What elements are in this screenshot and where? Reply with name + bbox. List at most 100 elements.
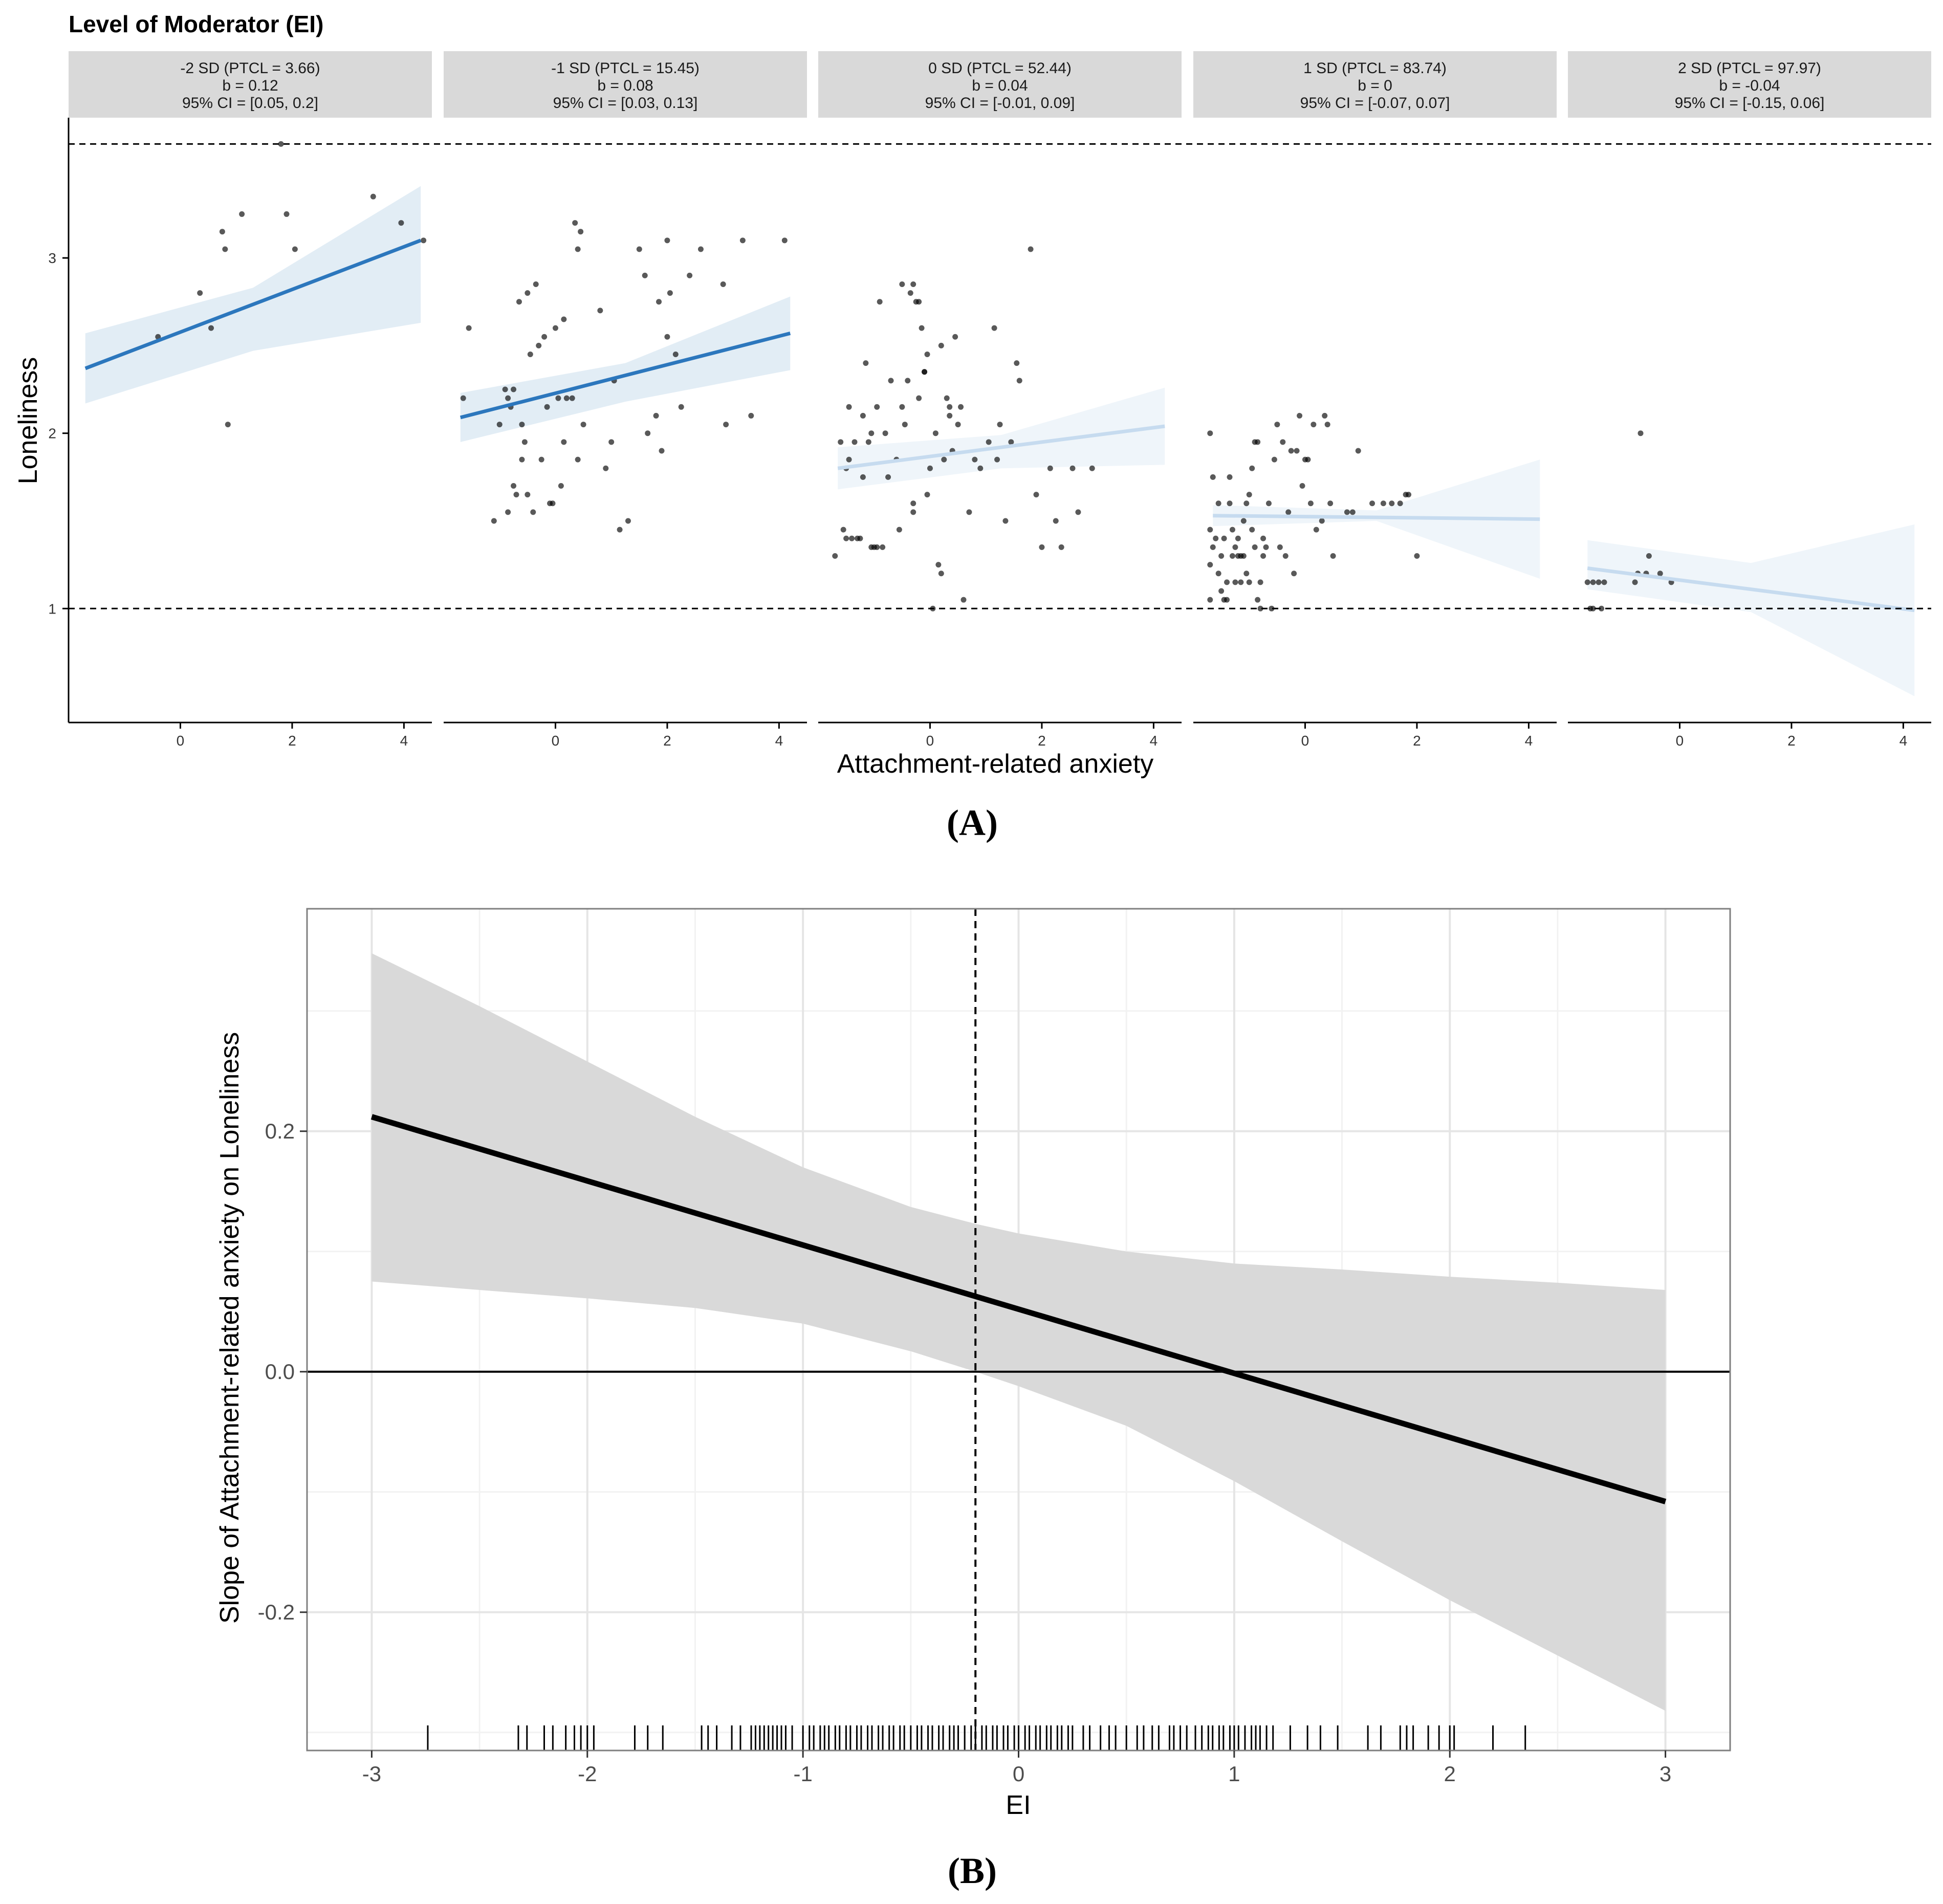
data-point bbox=[398, 220, 404, 226]
data-point bbox=[1599, 605, 1605, 611]
data-point bbox=[781, 237, 788, 244]
facet-header-box bbox=[1193, 51, 1557, 118]
data-point bbox=[958, 404, 964, 410]
data-point bbox=[1252, 544, 1258, 550]
x-tick-label: -2 bbox=[578, 1762, 597, 1786]
data-point bbox=[1657, 571, 1663, 577]
panel-a: Level of Moderator (EI) -2 SD (PTCL = 3.… bbox=[13, 11, 1931, 843]
data-point bbox=[1601, 579, 1607, 585]
data-point bbox=[550, 500, 556, 507]
data-point bbox=[563, 395, 570, 401]
regression-line bbox=[1213, 514, 1540, 521]
axis-ticks: -3 -2 -1 0 1 2 3 -0.2 0.0 0.2 bbox=[258, 1119, 1672, 1786]
data-point bbox=[466, 325, 472, 331]
data-point bbox=[603, 465, 609, 471]
data-point bbox=[846, 456, 852, 463]
panel-a-caption: (A) bbox=[947, 802, 998, 843]
facet-header-line: 1 SD (PTCL = 83.74) bbox=[1303, 60, 1447, 77]
data-point bbox=[955, 422, 961, 428]
data-point bbox=[1282, 553, 1289, 559]
data-point bbox=[1069, 465, 1076, 471]
data-point bbox=[219, 229, 225, 235]
data-point bbox=[832, 553, 838, 559]
data-point bbox=[656, 299, 662, 305]
data-point bbox=[527, 352, 533, 358]
data-point bbox=[960, 597, 967, 603]
data-point bbox=[555, 395, 561, 401]
data-point bbox=[239, 211, 245, 217]
data-point bbox=[1243, 500, 1250, 507]
data-point bbox=[1255, 439, 1261, 445]
data-point bbox=[536, 342, 542, 348]
data-point bbox=[513, 492, 519, 498]
data-point bbox=[924, 492, 930, 498]
data-point bbox=[1249, 465, 1255, 471]
y-tick-label: 0.2 bbox=[265, 1119, 295, 1143]
data-point bbox=[496, 422, 503, 428]
data-point bbox=[932, 430, 938, 436]
facet-header-line: -2 SD (PTCL = 3.66) bbox=[180, 60, 320, 77]
data-point bbox=[1322, 412, 1328, 419]
data-point bbox=[723, 422, 729, 428]
data-point bbox=[1380, 500, 1386, 507]
data-point bbox=[519, 456, 525, 463]
data-point bbox=[885, 474, 891, 480]
x-tick-label: 0 bbox=[1676, 733, 1684, 749]
data-point bbox=[1008, 439, 1014, 445]
data-point bbox=[541, 334, 548, 340]
data-point bbox=[516, 299, 522, 305]
data-point bbox=[905, 378, 911, 384]
data-point bbox=[1632, 579, 1638, 585]
data-point bbox=[1596, 579, 1602, 585]
data-point bbox=[1269, 605, 1275, 611]
data-point bbox=[625, 518, 631, 524]
data-point bbox=[952, 334, 958, 340]
data-point bbox=[1260, 553, 1267, 559]
data-point bbox=[653, 412, 659, 419]
data-point bbox=[902, 422, 908, 428]
data-point bbox=[1232, 544, 1238, 550]
reference-lines bbox=[69, 143, 1931, 609]
data-point bbox=[910, 500, 916, 507]
data-point bbox=[1249, 527, 1255, 533]
data-point bbox=[208, 325, 214, 331]
data-point bbox=[1257, 579, 1263, 585]
data-point bbox=[860, 412, 866, 419]
facet-header-line: b = 0.12 bbox=[222, 77, 278, 94]
data-point bbox=[511, 386, 517, 392]
x-tick-label: 1 bbox=[1228, 1762, 1240, 1786]
x-tick-label: 0 bbox=[926, 733, 934, 749]
x-tick-label: 0 bbox=[1301, 733, 1309, 749]
data-point bbox=[197, 290, 203, 296]
data-point bbox=[1243, 571, 1250, 577]
data-point bbox=[877, 299, 883, 305]
x-tick-label: 0 bbox=[552, 733, 560, 749]
data-point bbox=[552, 325, 558, 331]
data-point bbox=[617, 527, 623, 533]
data-point bbox=[986, 439, 992, 445]
data-point bbox=[941, 456, 947, 463]
data-point bbox=[1590, 579, 1596, 585]
data-point bbox=[1028, 246, 1034, 252]
data-point bbox=[1210, 544, 1216, 550]
data-point bbox=[860, 474, 866, 480]
x-tick-label: 2 bbox=[663, 733, 671, 749]
data-point bbox=[1053, 518, 1059, 524]
data-point bbox=[720, 281, 726, 287]
data-point bbox=[278, 141, 284, 147]
ci-band bbox=[1587, 524, 1915, 696]
data-point bbox=[1227, 474, 1233, 480]
data-point bbox=[852, 439, 858, 445]
data-point bbox=[678, 404, 684, 410]
data-point bbox=[938, 571, 944, 577]
data-point bbox=[739, 237, 746, 244]
data-point bbox=[1330, 553, 1336, 559]
x-tick-label: 2 bbox=[1787, 733, 1796, 749]
facet-header-box bbox=[69, 51, 432, 118]
data-point bbox=[882, 430, 888, 436]
facet-header-line: 95% CI = [0.05, 0.2] bbox=[182, 95, 318, 112]
facet-header-line: b = -0.04 bbox=[1719, 77, 1780, 94]
data-point bbox=[1313, 527, 1319, 533]
data-point bbox=[865, 439, 871, 445]
